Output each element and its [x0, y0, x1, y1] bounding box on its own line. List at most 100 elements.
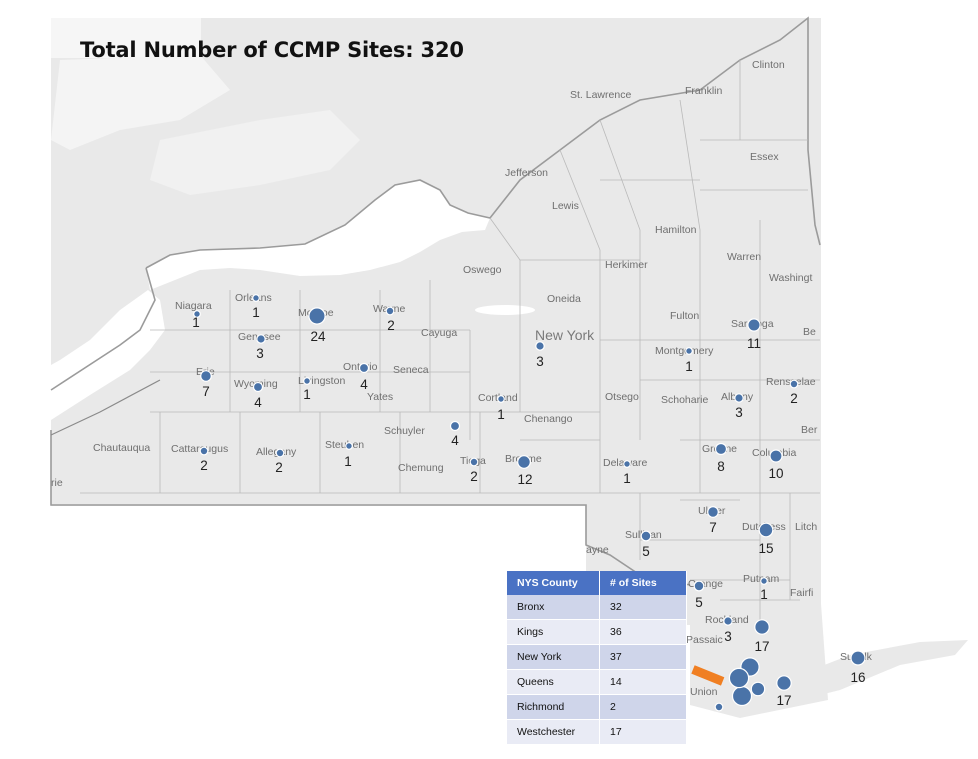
site-marker	[693, 580, 705, 592]
site-marker	[750, 681, 766, 697]
site-count-label: 2	[470, 469, 478, 484]
county-label-berkshire: Ber	[801, 424, 818, 436]
table-cell-sites: 32	[599, 595, 687, 620]
site-count-label: 1	[760, 587, 768, 602]
site-marker	[734, 393, 744, 403]
state-label: New York	[535, 327, 595, 343]
table-cell-sites: 14	[599, 669, 687, 695]
site-count-label: 1	[303, 387, 311, 402]
table-row: Queens 14	[507, 669, 687, 695]
site-marker	[252, 294, 260, 302]
table-row: New York 37	[507, 644, 687, 670]
site-marker	[731, 685, 753, 707]
table-row: Kings 36	[507, 619, 687, 645]
site-count-label: 12	[517, 472, 532, 487]
site-marker	[685, 347, 693, 355]
site-count-label: 3	[536, 354, 544, 369]
lake-ontario	[146, 180, 490, 290]
column-header-sites: # of Sites	[599, 571, 687, 595]
site-count-label: 8	[717, 459, 725, 474]
site-marker	[345, 442, 353, 450]
site-count-label: 3	[735, 405, 743, 420]
county-label-st-lawrence: St. Lawrence	[570, 89, 631, 101]
county-label-schuyler: Schuyler	[384, 425, 425, 437]
county-label-livingston: Livingston	[298, 375, 345, 387]
page-title: Total Number of CCMP Sites: 320	[80, 38, 464, 62]
table-cell-county: New York	[507, 644, 600, 670]
site-marker	[252, 381, 264, 393]
county-label-union: Union	[690, 686, 718, 698]
county-label-montgomery: Montgomery	[655, 345, 714, 357]
table-cell-county: Queens	[507, 669, 600, 695]
site-marker	[714, 702, 724, 712]
table-cell-county: Westchester	[507, 719, 600, 745]
county-label-fairfield: Fairfi	[790, 587, 813, 599]
site-marker	[308, 307, 326, 325]
site-marker	[469, 457, 479, 467]
site-marker	[535, 341, 545, 351]
county-label-chenango: Chenango	[524, 413, 573, 425]
site-count-label: 1	[623, 471, 631, 486]
county-label-bennington: Be	[803, 326, 816, 338]
site-marker	[850, 650, 866, 666]
county-label-seneca: Seneca	[393, 364, 429, 376]
site-count-label: 7	[202, 384, 210, 399]
site-marker	[199, 446, 209, 456]
site-count-label: 11	[747, 336, 761, 351]
map-background	[50, 16, 968, 718]
edge-label-erie: rie	[51, 477, 63, 489]
site-marker	[707, 506, 719, 518]
county-label-franklin: Franklin	[685, 85, 723, 97]
county-label-washington: Washingt	[769, 272, 812, 284]
site-marker	[769, 449, 783, 463]
site-count-label: 4	[360, 377, 368, 392]
site-marker	[517, 455, 531, 469]
table-cell-sites: 37	[599, 644, 687, 670]
site-count-label: 17	[776, 693, 791, 708]
site-count-label: 1	[192, 315, 200, 330]
site-marker	[723, 616, 733, 626]
site-marker	[714, 442, 728, 456]
site-marker	[789, 379, 799, 389]
table-row: Richmond 2	[507, 694, 687, 720]
county-label-chemung: Chemung	[398, 462, 444, 474]
county-label-fulton: Fulton	[670, 310, 699, 322]
lake-erie	[51, 290, 165, 420]
county-label-litchfield: Litch	[795, 521, 817, 533]
site-marker	[776, 675, 792, 691]
table-cell-county: Richmond	[507, 694, 600, 720]
site-count-label: 4	[254, 395, 262, 410]
county-label-steuben: Steuben	[325, 439, 364, 451]
site-count-label: 3	[724, 629, 732, 644]
table-cell-sites: 17	[599, 719, 687, 745]
county-label-otsego: Otsego	[605, 391, 639, 403]
site-marker	[754, 619, 770, 635]
site-count-label: 2	[790, 391, 798, 406]
site-count-label: 1	[497, 407, 505, 422]
county-label-passaic: Passaic	[686, 634, 723, 646]
site-count-label: 2	[387, 318, 395, 333]
table-row: Bronx 32	[507, 595, 687, 620]
site-count-label: 2	[200, 458, 208, 473]
table-cell-county: Kings	[507, 619, 600, 645]
table-cell-sites: 36	[599, 619, 687, 645]
county-label-yates: Yates	[367, 391, 393, 403]
nyc-highlight-bar	[691, 665, 725, 686]
table-cell-sites: 2	[599, 694, 687, 720]
county-label-warren: Warren	[727, 251, 761, 263]
site-count-label: 5	[642, 544, 650, 559]
county-label-herkimer: Herkimer	[605, 259, 648, 271]
table-cell-county: Bronx	[507, 595, 600, 620]
site-count-label: 16	[850, 670, 865, 685]
site-marker	[358, 362, 370, 374]
table-row: Westchester 17	[507, 719, 687, 745]
site-count-label: 5	[695, 595, 703, 610]
site-marker	[760, 577, 768, 585]
site-marker	[640, 530, 652, 542]
column-header-county: NYS County	[507, 571, 600, 595]
site-marker	[275, 448, 285, 458]
county-label-chautauqua: Chautauqua	[93, 442, 150, 454]
site-marker	[747, 318, 761, 332]
